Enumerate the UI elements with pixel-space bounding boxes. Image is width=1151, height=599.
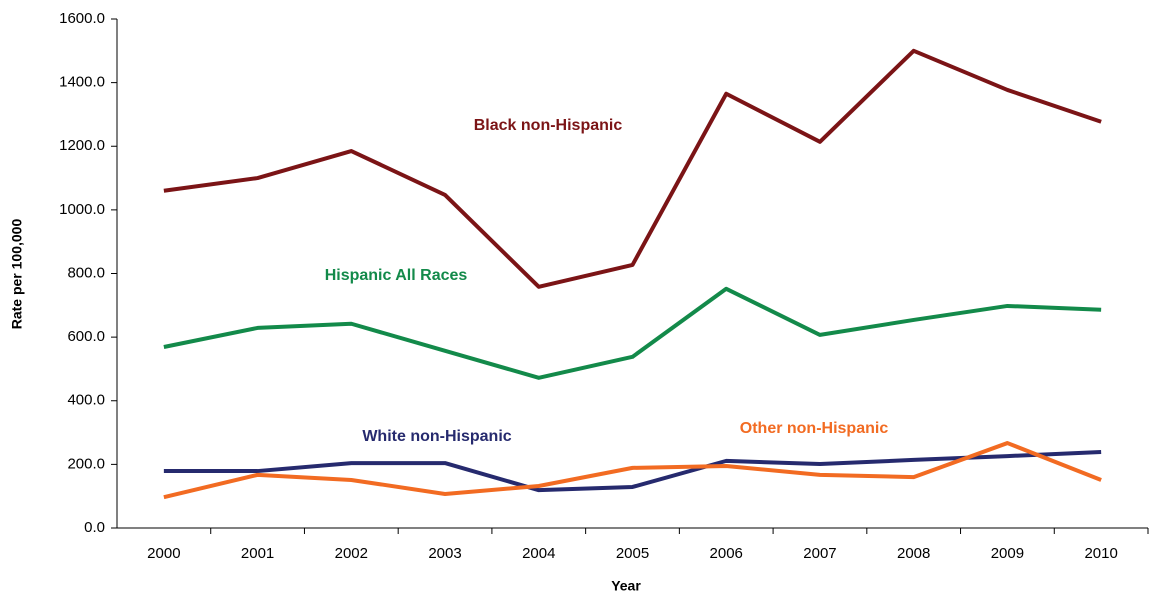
x-tick-label: 2003 (428, 545, 461, 562)
series-label: White non-Hispanic (362, 428, 511, 445)
x-tick-label: 2004 (522, 545, 555, 562)
series-label: Other non-Hispanic (740, 420, 889, 437)
x-tick-label: 2008 (897, 545, 930, 562)
y-axis-title: Rate per 100,000 (9, 219, 25, 330)
series-label: Black non-Hispanic (474, 117, 623, 134)
y-tick-label: 600.0 (67, 328, 105, 345)
x-tick-label: 2010 (1084, 545, 1117, 562)
x-tick-label: 2007 (803, 545, 836, 562)
series-label: Hispanic All Races (325, 267, 468, 284)
x-tick-label: 2001 (241, 545, 274, 562)
y-tick-label: 200.0 (67, 455, 105, 472)
y-tick-label: 400.0 (67, 392, 105, 409)
x-tick-label: 2009 (991, 545, 1024, 562)
x-tick-label: 2002 (335, 545, 368, 562)
series-line (163, 286, 1102, 380)
series-line (163, 48, 1102, 289)
x-tick-label: 2006 (710, 545, 743, 562)
y-tick-label: 0.0 (84, 519, 105, 536)
series-line (163, 449, 1102, 493)
series-line (163, 441, 1102, 500)
x-tick-label: 2005 (616, 545, 649, 562)
y-tick-label: 1400.0 (59, 74, 105, 91)
y-tick-label: 1200.0 (59, 137, 105, 154)
y-tick-label: 1600.0 (59, 10, 105, 27)
y-tick-label: 1000.0 (59, 201, 105, 218)
x-axis-title: Year (611, 578, 641, 594)
x-tick-label: 2000 (147, 545, 180, 562)
y-tick-label: 800.0 (67, 264, 105, 281)
